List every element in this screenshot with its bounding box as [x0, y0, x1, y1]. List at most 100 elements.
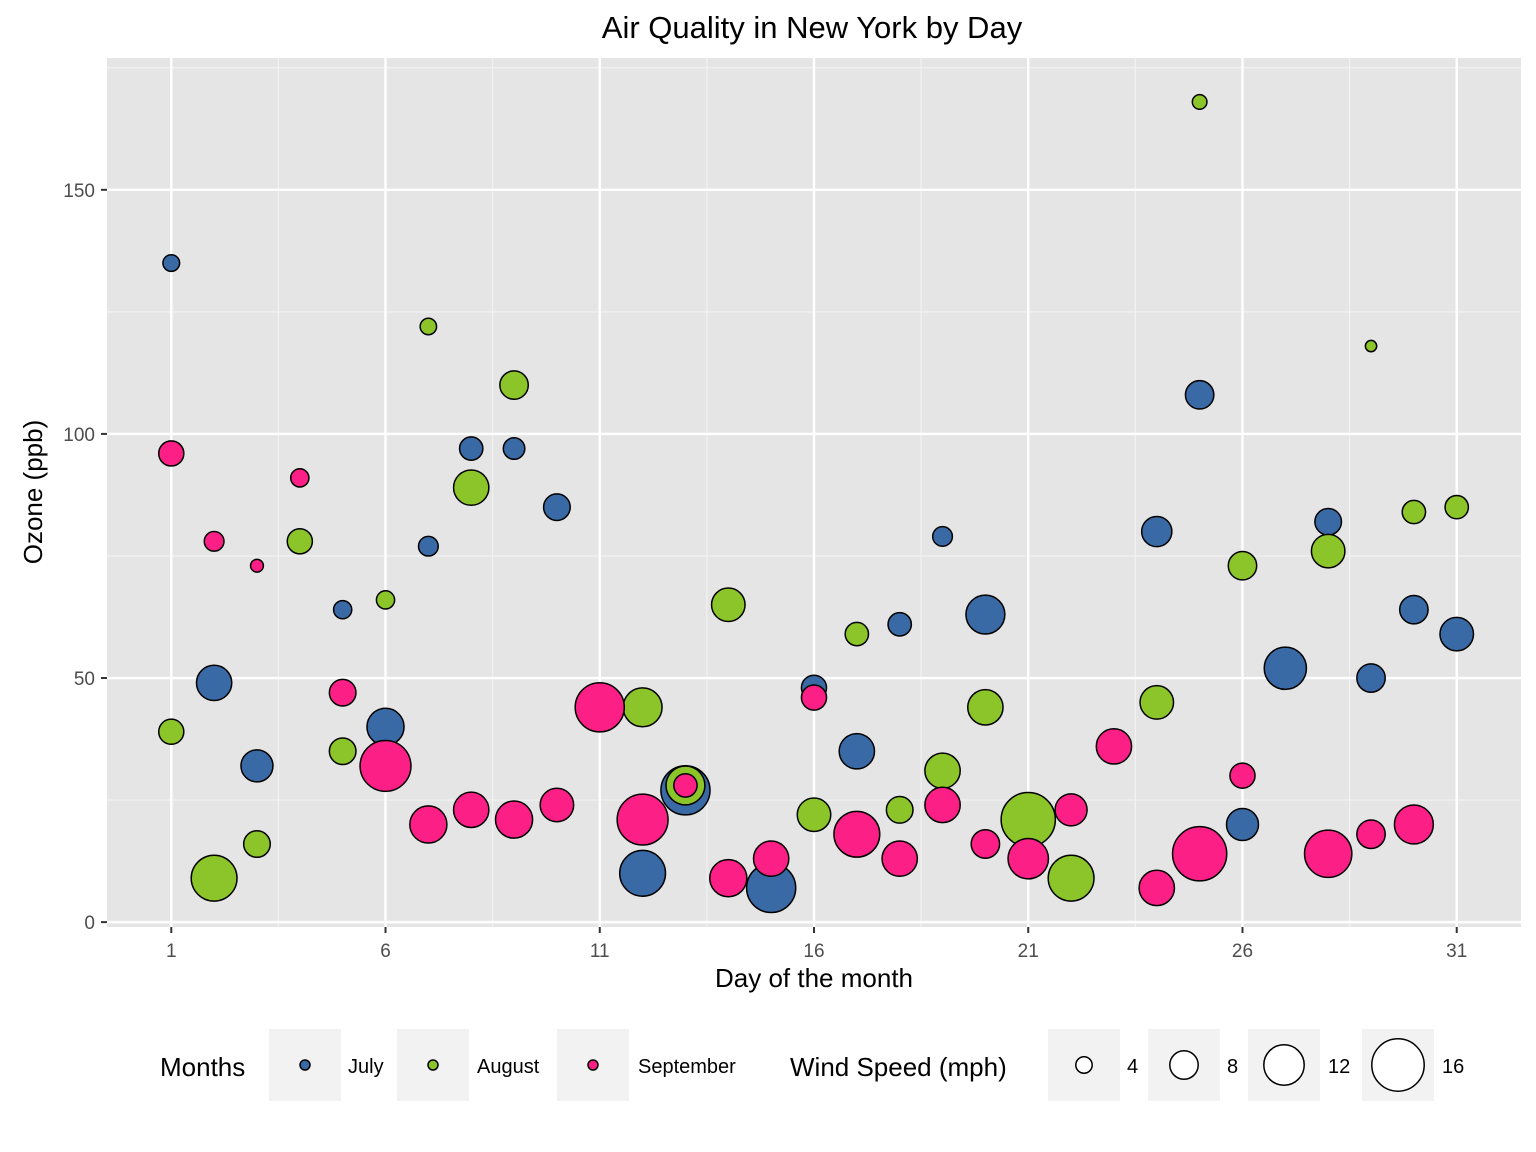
- data-point-september: [1007, 837, 1050, 880]
- legend-label-july: July: [348, 1056, 384, 1078]
- data-point-september: [1303, 829, 1353, 879]
- data-point-august: [1047, 854, 1095, 902]
- x-tick-label: 11: [590, 941, 610, 962]
- data-point-august: [190, 854, 238, 902]
- data-point-july: [618, 849, 667, 897]
- data-point-august: [1227, 550, 1258, 581]
- data-point-september: [409, 805, 448, 844]
- x-axis-title: Day of the month: [715, 963, 913, 993]
- legend-title-months: Months: [160, 1052, 245, 1082]
- data-point-august: [419, 317, 438, 336]
- data-point-july: [162, 253, 181, 273]
- y-tick-label: 100: [63, 425, 95, 446]
- data-point-september: [1229, 762, 1256, 789]
- data-point-july: [458, 436, 484, 461]
- data-point-august: [844, 621, 870, 647]
- data-point-september: [673, 773, 698, 798]
- data-point-july: [965, 594, 1006, 635]
- legend-size-key: [1169, 1050, 1199, 1080]
- data-point-august: [286, 528, 314, 555]
- data-point-july: [195, 664, 233, 702]
- data-point-september: [328, 678, 357, 707]
- data-point-september: [1171, 825, 1228, 882]
- data-point-august: [924, 752, 961, 790]
- data-point-september: [924, 786, 961, 824]
- data-point-august: [1364, 339, 1378, 353]
- data-point-september: [616, 793, 669, 846]
- data-point-august: [1444, 494, 1470, 520]
- legend-size-label: 12: [1328, 1056, 1350, 1078]
- legend-size-label: 4: [1127, 1056, 1138, 1078]
- y-tick-label: 0: [84, 913, 95, 934]
- data-point-july: [1263, 646, 1308, 691]
- data-point-september: [881, 840, 919, 878]
- x-tick-label: 31: [1446, 941, 1467, 962]
- data-point-july: [931, 525, 954, 548]
- x-tick-label: 21: [1018, 941, 1039, 962]
- data-point-september: [359, 739, 412, 793]
- data-point-july: [838, 732, 876, 770]
- legend-key-july: [299, 1059, 311, 1071]
- legend-label-september: September: [638, 1056, 736, 1078]
- x-tick-label: 6: [380, 941, 391, 962]
- data-point-september: [1095, 727, 1133, 765]
- data-point-july: [1314, 507, 1343, 536]
- data-point-august: [885, 795, 914, 824]
- data-point-september: [800, 684, 828, 711]
- data-point-august: [1310, 533, 1346, 569]
- data-point-july: [1225, 807, 1260, 842]
- data-point-august: [1139, 684, 1175, 720]
- data-point-july: [1184, 379, 1215, 410]
- data-point-september: [539, 787, 575, 823]
- x-tick-label: 16: [803, 941, 824, 962]
- legend-size-key: [1075, 1056, 1093, 1074]
- legend-key-august: [427, 1059, 439, 1071]
- data-point-september: [970, 829, 1001, 859]
- data-point-august: [452, 469, 490, 507]
- data-point-july: [1398, 594, 1429, 625]
- x-tick-label: 1: [166, 941, 177, 962]
- data-point-july: [887, 611, 913, 637]
- data-point-august: [328, 737, 357, 766]
- legend-size-key: [1371, 1038, 1425, 1092]
- data-point-august: [1401, 499, 1427, 525]
- y-tick-label: 150: [63, 181, 95, 202]
- data-point-september: [452, 791, 490, 829]
- data-point-september: [289, 468, 310, 488]
- data-point-september: [494, 800, 534, 839]
- data-point-august: [966, 688, 1004, 726]
- legend-size-label: 8: [1227, 1056, 1238, 1078]
- data-point-july: [502, 437, 526, 461]
- data-point-september: [203, 530, 225, 552]
- y-tick-label: 50: [74, 669, 95, 690]
- data-point-july: [1140, 515, 1173, 548]
- data-point-august: [499, 370, 530, 401]
- data-point-august: [157, 718, 185, 746]
- data-points: [157, 93, 1475, 914]
- data-point-august: [796, 797, 832, 833]
- data-point-september: [574, 682, 626, 733]
- chart-title: Air Quality in New York by Day: [602, 10, 1023, 45]
- legend-key-september: [587, 1059, 599, 1071]
- data-point-september: [709, 858, 748, 898]
- data-point-august: [375, 590, 396, 610]
- data-point-september: [1356, 819, 1386, 850]
- data-point-july: [240, 749, 274, 783]
- legend-size-label: 16: [1442, 1056, 1464, 1078]
- data-point-july: [417, 535, 439, 557]
- data-point-august: [242, 829, 272, 859]
- y-axis-title: Ozone (ppb): [18, 420, 48, 565]
- data-point-august: [1191, 93, 1208, 110]
- legend: Months Wind Speed (mph) July August Septem…: [160, 1029, 1464, 1101]
- data-point-september: [1138, 869, 1176, 907]
- data-point-july: [332, 599, 353, 620]
- data-point-september: [752, 840, 790, 878]
- x-tick-label: 26: [1232, 941, 1253, 962]
- data-point-july: [1356, 663, 1386, 693]
- data-point-july: [1439, 616, 1475, 652]
- data-point-august: [710, 587, 746, 623]
- data-point-september: [157, 440, 185, 467]
- data-point-september: [1393, 804, 1435, 845]
